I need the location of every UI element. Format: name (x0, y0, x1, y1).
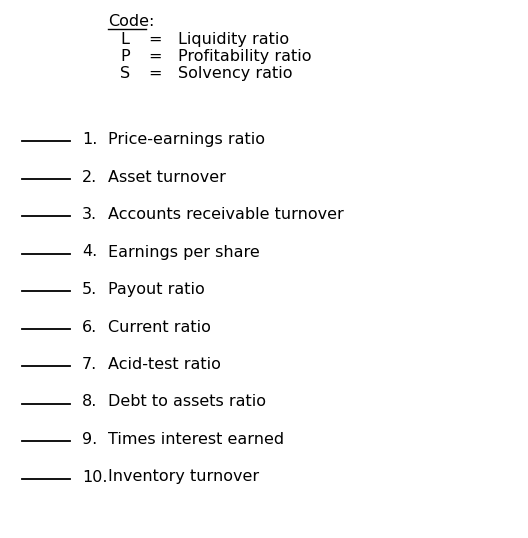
Text: Price-earnings ratio: Price-earnings ratio (108, 132, 265, 147)
Text: Current ratio: Current ratio (108, 320, 211, 335)
Text: 8.: 8. (82, 394, 97, 409)
Text: Inventory turnover: Inventory turnover (108, 470, 259, 485)
Text: 9.: 9. (82, 432, 97, 447)
Text: 3.: 3. (82, 207, 97, 222)
Text: Times interest earned: Times interest earned (108, 432, 284, 447)
Text: =: = (148, 32, 162, 47)
Text: S: S (120, 66, 130, 81)
Text: Solvency ratio: Solvency ratio (178, 66, 293, 81)
Text: Code:: Code: (108, 14, 154, 29)
Text: P: P (120, 49, 130, 64)
Text: 7.: 7. (82, 357, 97, 372)
Text: Asset turnover: Asset turnover (108, 169, 226, 185)
Text: Accounts receivable turnover: Accounts receivable turnover (108, 207, 344, 222)
Text: =: = (148, 49, 162, 64)
Text: Liquidity ratio: Liquidity ratio (178, 32, 289, 47)
Text: 5.: 5. (82, 282, 97, 297)
Text: 2.: 2. (82, 169, 97, 185)
Text: 10.: 10. (82, 470, 108, 485)
Text: =: = (148, 66, 162, 81)
Text: Debt to assets ratio: Debt to assets ratio (108, 394, 266, 409)
Text: Acid-test ratio: Acid-test ratio (108, 357, 221, 372)
Text: Payout ratio: Payout ratio (108, 282, 205, 297)
Text: Profitability ratio: Profitability ratio (178, 49, 312, 64)
Text: 6.: 6. (82, 320, 97, 335)
Text: L: L (120, 32, 129, 47)
Text: 1.: 1. (82, 132, 97, 147)
Text: 4.: 4. (82, 244, 97, 259)
Text: Earnings per share: Earnings per share (108, 244, 260, 259)
